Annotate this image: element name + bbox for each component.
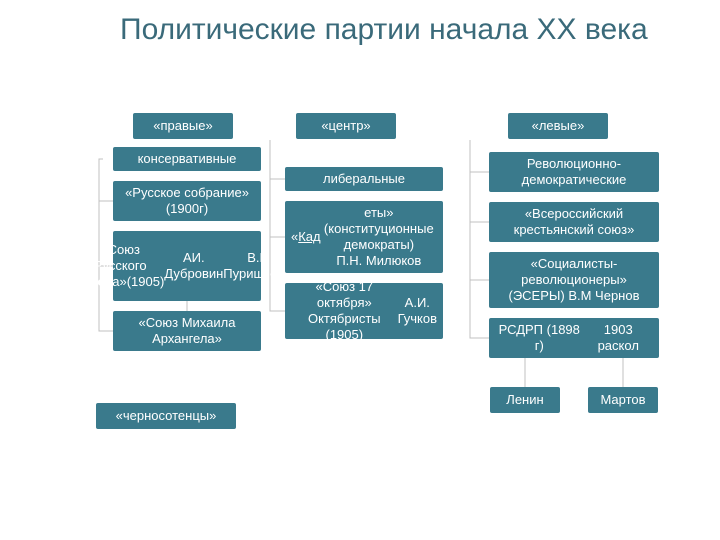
node-kadety: «Кадеты»(конституционные демократы)П.Н. … [285,201,443,273]
node-konserv: консервативные [113,147,261,171]
connector [270,140,285,311]
node-levye: «левые» [508,113,608,139]
node-martov: Мартов [588,387,658,413]
node-chernos: «черносотенцы» [96,403,236,429]
node-rsdrp: РСДРП (1898 г)1903 раскол [489,318,659,358]
node-esery: «Социалисты-революционеры» (ЭСЕРЫ) В.М Ч… [489,252,659,308]
connector [470,140,489,338]
node-centr: «центр» [296,113,396,139]
node-soyuz_ma: «Союз Михаила Архангела» [113,311,261,351]
node-pravye: «правые» [133,113,233,139]
node-vks: «Всероссийский крестьянский союз» [489,202,659,242]
node-lenin: Ленин [490,387,560,413]
node-rus_sobr: «Русское собрание» (1900г) [113,181,261,221]
node-revdem: Революционно-демократические [489,152,659,192]
page-title: Политические партии начала XX века [120,12,680,48]
node-soyuz17: «Союз 17 октября» Октябристы (1905)А.И. … [285,283,443,339]
node-soyuz_rn: «Союз Русского народа»(1905)АИ. Дубровин… [113,231,261,301]
node-liberal: либеральные [285,167,443,191]
